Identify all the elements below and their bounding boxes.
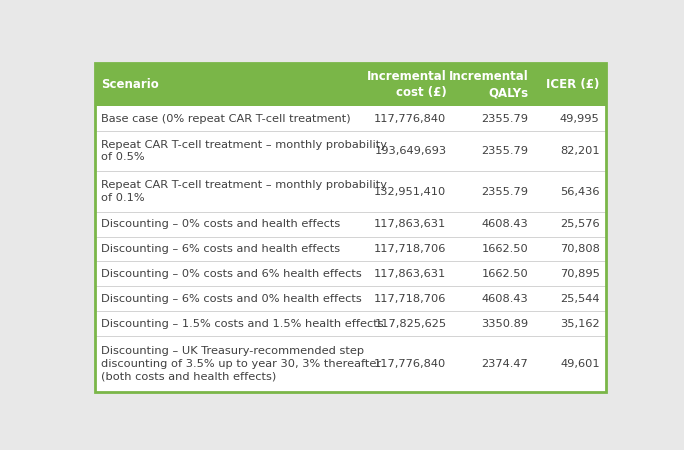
- Text: 35,162: 35,162: [560, 319, 600, 328]
- Text: Discounting – 6% costs and health effects: Discounting – 6% costs and health effect…: [101, 244, 341, 254]
- Text: 132,951,410: 132,951,410: [374, 187, 447, 197]
- Text: 2374.47: 2374.47: [482, 359, 528, 369]
- Text: Discounting – 1.5% costs and 1.5% health effects: Discounting – 1.5% costs and 1.5% health…: [101, 319, 384, 328]
- Text: Repeat CAR T-cell treatment – monthly probability
of 0.5%: Repeat CAR T-cell treatment – monthly pr…: [101, 140, 387, 162]
- Text: 117,718,706: 117,718,706: [374, 244, 447, 254]
- Text: 3350.89: 3350.89: [481, 319, 528, 328]
- Text: 1662.50: 1662.50: [482, 244, 528, 254]
- Text: 117,825,625: 117,825,625: [374, 319, 447, 328]
- Text: 2355.79: 2355.79: [481, 187, 528, 197]
- Text: 2355.79: 2355.79: [481, 113, 528, 124]
- Bar: [95, 63, 606, 106]
- Text: 49,601: 49,601: [560, 359, 600, 369]
- Text: 70,895: 70,895: [560, 269, 600, 279]
- Text: 117,776,840: 117,776,840: [374, 359, 447, 369]
- Text: Scenario: Scenario: [101, 78, 159, 91]
- Text: ICER (£): ICER (£): [547, 78, 600, 91]
- Text: 82,201: 82,201: [560, 146, 600, 156]
- Text: 70,808: 70,808: [560, 244, 600, 254]
- Text: 117,776,840: 117,776,840: [374, 113, 447, 124]
- Text: Discounting – 6% costs and 0% health effects: Discounting – 6% costs and 0% health eff…: [101, 294, 362, 304]
- Text: 193,649,693: 193,649,693: [374, 146, 447, 156]
- Text: 4608.43: 4608.43: [482, 294, 528, 304]
- Text: Repeat CAR T-cell treatment – monthly probability
of 0.1%: Repeat CAR T-cell treatment – monthly pr…: [101, 180, 387, 203]
- Text: 2355.79: 2355.79: [481, 146, 528, 156]
- Text: 25,576: 25,576: [560, 219, 600, 229]
- Text: Incremental
cost (£): Incremental cost (£): [367, 70, 447, 99]
- Text: 56,436: 56,436: [560, 187, 600, 197]
- Text: 117,863,631: 117,863,631: [374, 269, 447, 279]
- Text: 25,544: 25,544: [560, 294, 600, 304]
- Text: 49,995: 49,995: [560, 113, 600, 124]
- Text: 4608.43: 4608.43: [482, 219, 528, 229]
- Text: Discounting – 0% costs and 6% health effects: Discounting – 0% costs and 6% health eff…: [101, 269, 362, 279]
- Text: Incremental
QALYs: Incremental QALYs: [449, 70, 528, 99]
- Text: Discounting – UK Treasury-recommended step
discounting of 3.5% up to year 30, 3%: Discounting – UK Treasury-recommended st…: [101, 346, 382, 381]
- Text: Base case (0% repeat CAR T-cell treatment): Base case (0% repeat CAR T-cell treatmen…: [101, 113, 351, 124]
- Text: 117,718,706: 117,718,706: [374, 294, 447, 304]
- Text: Discounting – 0% costs and health effects: Discounting – 0% costs and health effect…: [101, 219, 341, 229]
- Bar: [95, 106, 606, 392]
- Text: 117,863,631: 117,863,631: [374, 219, 447, 229]
- Text: 1662.50: 1662.50: [482, 269, 528, 279]
